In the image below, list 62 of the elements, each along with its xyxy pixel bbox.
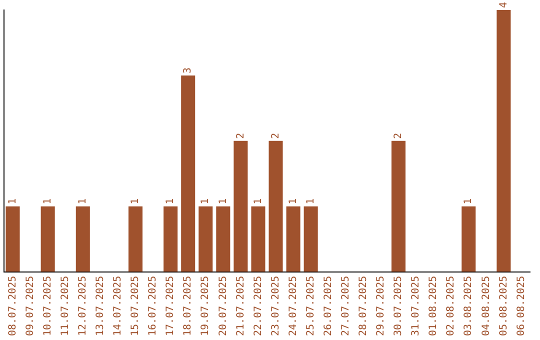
x-tick-label: 15.07.2025 — [130, 276, 142, 336]
data-label: 1 — [165, 198, 176, 204]
x-tick-label: 12.07.2025 — [77, 276, 88, 336]
x-tick-label: 03.08.2025 — [463, 276, 474, 336]
data-label: 1 — [288, 198, 299, 204]
x-tick-label: 24.07.2025 — [288, 276, 299, 336]
x-tick-label: 28.07.2025 — [358, 276, 370, 336]
bar — [6, 206, 20, 272]
data-label: 1 — [130, 198, 142, 204]
x-tick-label: 25.07.2025 — [305, 276, 316, 336]
x-tick-label: 18.07.2025 — [182, 276, 194, 336]
bar — [164, 206, 178, 272]
bar — [286, 206, 300, 272]
bar — [76, 206, 90, 272]
bar — [181, 75, 196, 272]
bar — [40, 206, 55, 272]
x-tick-label: 21.07.2025 — [235, 276, 246, 336]
data-label: 2 — [235, 132, 246, 139]
data-label: 2 — [393, 132, 404, 139]
data-label: 4 — [498, 2, 510, 8]
bar — [251, 206, 266, 272]
x-tick-label: 04.08.2025 — [480, 276, 492, 336]
bar — [128, 206, 143, 272]
x-tick-label: 13.07.2025 — [95, 276, 106, 336]
x-tick-label: 01.08.2025 — [428, 276, 440, 336]
data-label: 1 — [77, 198, 88, 204]
bar — [234, 140, 248, 272]
x-tick-label: 06.08.2025 — [516, 276, 527, 336]
x-tick-label: 22.07.2025 — [252, 276, 264, 336]
x-tick-label: 19.07.2025 — [200, 276, 212, 336]
x-tick-label: 10.07.2025 — [42, 276, 54, 336]
data-label: 1 — [7, 198, 18, 204]
bar — [216, 206, 230, 272]
x-tick-label: 17.07.2025 — [165, 276, 176, 336]
x-tick-label: 20.07.2025 — [218, 276, 229, 336]
x-tick-label: 05.08.2025 — [498, 276, 510, 336]
bar — [198, 206, 213, 272]
data-label: 1 — [252, 198, 264, 204]
x-tick-label: 02.08.2025 — [446, 276, 457, 336]
x-tick-label: 29.07.2025 — [376, 276, 387, 336]
x-tick-label: 23.07.2025 — [270, 276, 282, 336]
data-label: 3 — [182, 67, 194, 74]
data-label: 1 — [305, 198, 316, 204]
bar — [391, 140, 406, 272]
x-tick-label: 16.07.2025 — [148, 276, 159, 336]
bar — [304, 206, 318, 272]
x-tick-label: 31.07.2025 — [410, 276, 422, 336]
data-label: 1 — [218, 198, 229, 204]
x-tick-label: 30.07.2025 — [393, 276, 404, 336]
x-tick-label: 09.07.2025 — [24, 276, 36, 336]
bar — [496, 10, 511, 272]
x-tick-label: 11.07.2025 — [60, 276, 71, 336]
bar — [268, 140, 283, 272]
x-tick-label: 14.07.2025 — [112, 276, 124, 336]
data-label: 2 — [270, 132, 282, 139]
x-tick-label: 26.07.2025 — [322, 276, 334, 336]
x-tick-label: 27.07.2025 — [340, 276, 352, 336]
bar — [462, 206, 476, 272]
data-label: 1 — [42, 198, 54, 204]
x-tick-label: 08.07.2025 — [7, 276, 18, 336]
data-label: 1 — [200, 198, 212, 204]
data-label: 1 — [463, 198, 474, 204]
